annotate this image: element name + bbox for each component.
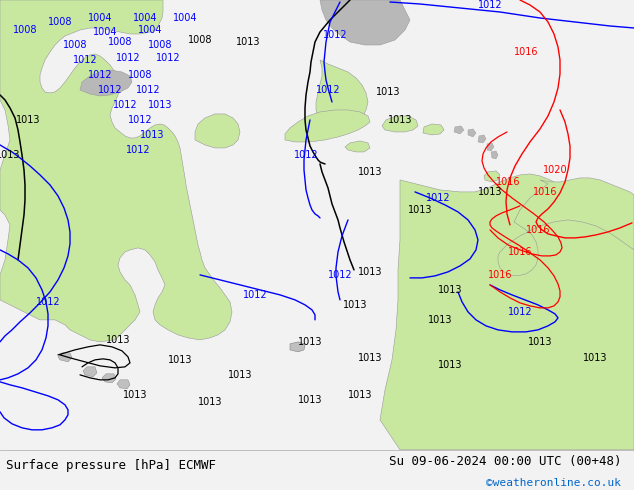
Text: 1013: 1013	[527, 337, 552, 347]
Text: 1013: 1013	[106, 335, 130, 345]
Text: 1004: 1004	[172, 13, 197, 23]
Text: 1012: 1012	[294, 150, 318, 160]
Text: 1008: 1008	[188, 35, 212, 45]
Text: 1013: 1013	[139, 130, 164, 140]
Polygon shape	[58, 353, 72, 362]
Text: 1012: 1012	[477, 0, 502, 10]
Text: 1013: 1013	[437, 360, 462, 370]
Text: 1008: 1008	[48, 17, 72, 27]
Text: 1008: 1008	[108, 37, 133, 47]
Text: 1013: 1013	[198, 397, 223, 407]
Text: 1012: 1012	[156, 53, 180, 63]
Text: 1016: 1016	[533, 187, 557, 197]
Text: 1012: 1012	[136, 85, 160, 95]
Text: 1016: 1016	[488, 270, 512, 280]
Text: 1012: 1012	[113, 100, 138, 110]
Polygon shape	[320, 0, 410, 45]
Text: 1016: 1016	[508, 247, 533, 257]
Polygon shape	[478, 135, 486, 143]
Text: 1013: 1013	[343, 300, 367, 310]
Polygon shape	[285, 110, 370, 142]
Text: 1013: 1013	[298, 395, 322, 405]
Text: 1004: 1004	[93, 27, 117, 37]
Polygon shape	[468, 129, 476, 137]
Text: 1012: 1012	[36, 297, 60, 307]
Polygon shape	[454, 126, 464, 134]
Text: 1013: 1013	[236, 37, 260, 47]
Text: 1013: 1013	[16, 115, 40, 125]
Polygon shape	[491, 151, 498, 159]
Text: 1008: 1008	[127, 70, 152, 80]
Text: 1013: 1013	[298, 337, 322, 347]
Text: 1012: 1012	[243, 290, 268, 300]
Polygon shape	[484, 171, 500, 182]
Text: 1004: 1004	[87, 13, 112, 23]
Text: 1008: 1008	[13, 25, 37, 35]
Polygon shape	[0, 0, 232, 342]
Text: 1012: 1012	[126, 145, 150, 155]
Text: 1013: 1013	[0, 150, 20, 160]
Polygon shape	[83, 367, 97, 377]
Polygon shape	[117, 380, 130, 389]
Text: Su 09-06-2024 00:00 UTC (00+48): Su 09-06-2024 00:00 UTC (00+48)	[389, 455, 621, 467]
Text: 1004: 1004	[133, 13, 157, 23]
Text: 1012: 1012	[87, 70, 112, 80]
Text: 1012: 1012	[115, 53, 140, 63]
Polygon shape	[382, 116, 418, 132]
Text: 1013: 1013	[388, 115, 412, 125]
Text: 1013: 1013	[358, 167, 382, 177]
Text: 1013: 1013	[376, 87, 400, 97]
Text: 1016: 1016	[496, 177, 521, 187]
Polygon shape	[290, 342, 305, 352]
Text: 1013: 1013	[148, 100, 172, 110]
Text: 1008: 1008	[63, 40, 87, 50]
Text: 1012: 1012	[508, 307, 533, 317]
Polygon shape	[102, 374, 116, 383]
Text: 1012: 1012	[73, 55, 97, 65]
Polygon shape	[80, 70, 132, 96]
Text: 1012: 1012	[425, 193, 450, 203]
Text: 1016: 1016	[526, 225, 550, 235]
Text: 1013: 1013	[437, 285, 462, 295]
Text: 1012: 1012	[127, 115, 152, 125]
Text: 1013: 1013	[583, 353, 607, 363]
Polygon shape	[316, 60, 368, 130]
Text: 1013: 1013	[168, 355, 192, 365]
Text: 1013: 1013	[123, 390, 147, 400]
Polygon shape	[487, 143, 494, 151]
Text: 1016: 1016	[514, 47, 538, 57]
Text: 1008: 1008	[148, 40, 172, 50]
Text: 1013: 1013	[348, 390, 372, 400]
Text: 1012: 1012	[316, 85, 340, 95]
Polygon shape	[195, 114, 240, 148]
Text: 1013: 1013	[478, 187, 502, 197]
Text: Surface pressure [hPa] ECMWF: Surface pressure [hPa] ECMWF	[6, 460, 216, 472]
Polygon shape	[423, 124, 444, 135]
Text: 1013: 1013	[408, 205, 432, 215]
Polygon shape	[498, 178, 634, 276]
Text: 1013: 1013	[228, 370, 252, 380]
Polygon shape	[345, 141, 370, 152]
Polygon shape	[380, 174, 634, 450]
Text: 1012: 1012	[98, 85, 122, 95]
Text: 1013: 1013	[358, 353, 382, 363]
Text: 1020: 1020	[543, 165, 567, 175]
Text: 1013: 1013	[428, 315, 452, 325]
Text: 1004: 1004	[138, 25, 162, 35]
Text: 1013: 1013	[358, 267, 382, 277]
Text: 1012: 1012	[323, 30, 347, 40]
Text: 1012: 1012	[328, 270, 353, 280]
Text: ©weatheronline.co.uk: ©weatheronline.co.uk	[486, 478, 621, 488]
